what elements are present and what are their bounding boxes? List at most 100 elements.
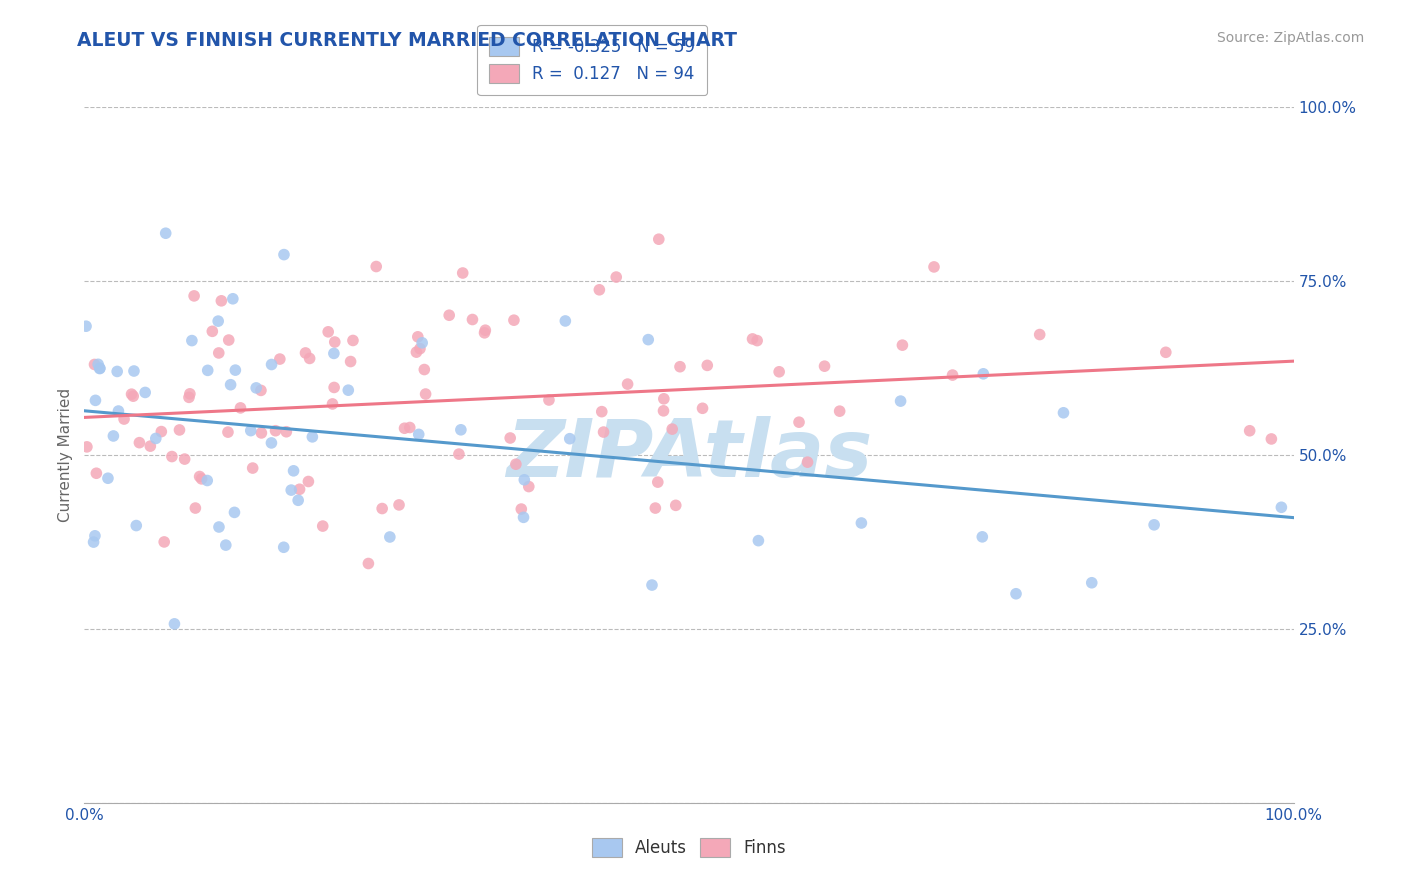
Point: [1270, 500, 1292, 515]
Point: [184, 501, 207, 516]
Point: [322, 346, 344, 360]
Point: [447, 447, 470, 461]
Point: [637, 333, 659, 347]
Point: [1154, 345, 1177, 359]
Text: ALEUT VS FINNISH CURRENTLY MARRIED CORRELATION CHART: ALEUT VS FINNISH CURRENTLY MARRIED CORRE…: [77, 31, 737, 50]
Point: [588, 283, 610, 297]
Point: [207, 314, 229, 328]
Point: [105, 364, 128, 378]
Point: [276, 425, 298, 439]
Point: [692, 401, 714, 416]
Point: [787, 415, 810, 429]
Point: [125, 518, 148, 533]
Point: [83, 535, 105, 549]
Point: [1052, 406, 1074, 420]
Point: [316, 325, 339, 339]
Point: [245, 381, 267, 395]
Point: [366, 260, 388, 274]
Point: [298, 351, 321, 366]
Point: [163, 616, 186, 631]
Point: [413, 362, 436, 376]
Point: [169, 423, 191, 437]
Point: [177, 390, 200, 404]
Point: [224, 505, 246, 519]
Point: [451, 266, 474, 280]
Point: [342, 334, 364, 348]
Point: [474, 326, 496, 340]
Point: [1260, 432, 1282, 446]
Point: [97, 471, 120, 485]
Point: [287, 493, 309, 508]
Point: [510, 502, 533, 516]
Point: [150, 425, 173, 439]
Point: [972, 367, 994, 381]
Point: [294, 346, 316, 360]
Point: [250, 425, 273, 440]
Point: [592, 425, 614, 439]
Point: [208, 520, 231, 534]
Point: [122, 389, 145, 403]
Point: [554, 314, 576, 328]
Point: [1005, 587, 1028, 601]
Point: [648, 232, 671, 246]
Point: [891, 338, 914, 352]
Point: [301, 430, 323, 444]
Point: [160, 450, 183, 464]
Point: [273, 247, 295, 261]
Text: ZIPAtlas: ZIPAtlas: [506, 416, 872, 494]
Point: [409, 342, 432, 356]
Point: [86, 467, 108, 481]
Point: [661, 422, 683, 436]
Point: [972, 530, 994, 544]
Point: [641, 578, 664, 592]
Point: [242, 461, 264, 475]
Point: [183, 289, 205, 303]
Point: [121, 387, 143, 401]
Point: [1028, 327, 1050, 342]
Point: [128, 435, 150, 450]
Point: [503, 313, 526, 327]
Point: [222, 292, 245, 306]
Point: [89, 361, 111, 376]
Point: [195, 474, 218, 488]
Point: [851, 516, 873, 530]
Point: [139, 439, 162, 453]
Point: [461, 312, 484, 326]
Point: [696, 359, 718, 373]
Point: [122, 364, 145, 378]
Point: [922, 260, 945, 274]
Point: [250, 384, 273, 398]
Point: [321, 397, 343, 411]
Point: [208, 346, 231, 360]
Point: [219, 377, 242, 392]
Point: [378, 530, 401, 544]
Point: [260, 358, 283, 372]
Point: [450, 423, 472, 437]
Point: [890, 394, 912, 409]
Point: [180, 334, 202, 348]
Point: [474, 323, 496, 337]
Point: [75, 319, 97, 334]
Point: [357, 557, 380, 571]
Point: [288, 483, 311, 497]
Point: [297, 475, 319, 489]
Point: [179, 387, 201, 401]
Point: [283, 464, 305, 478]
Point: [224, 363, 246, 377]
Point: [239, 424, 262, 438]
Point: [217, 425, 239, 439]
Point: [89, 361, 111, 376]
Text: Source: ZipAtlas.com: Source: ZipAtlas.com: [1216, 31, 1364, 45]
Point: [517, 479, 540, 493]
Point: [406, 330, 429, 344]
Point: [173, 452, 195, 467]
Point: [323, 334, 346, 349]
Point: [84, 529, 107, 543]
Point: [260, 436, 283, 450]
Point: [605, 270, 627, 285]
Point: [411, 335, 433, 350]
Point: [644, 501, 666, 516]
Point: [188, 469, 211, 483]
Point: [437, 308, 460, 322]
Point: [768, 365, 790, 379]
